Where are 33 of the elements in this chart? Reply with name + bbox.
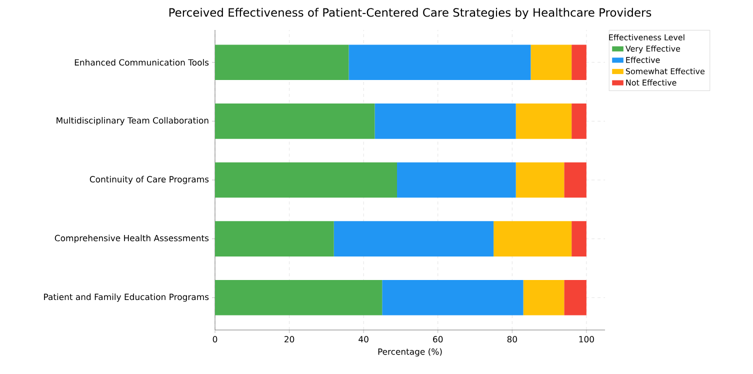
bar bbox=[397, 162, 516, 198]
y-tick-label: Continuity of Care Programs bbox=[90, 176, 209, 184]
bar bbox=[215, 162, 398, 198]
bar bbox=[215, 221, 334, 256]
x-tick-label: 40 bbox=[358, 336, 368, 342]
bar bbox=[523, 280, 564, 316]
x-tick-label: 0 bbox=[212, 336, 218, 342]
y-tick-label: Patient and Family Education Programs bbox=[44, 294, 209, 302]
x-axis-title: Percentage (%) bbox=[378, 348, 442, 356]
bar bbox=[564, 162, 586, 198]
bar bbox=[374, 104, 516, 139]
y-tick-label: Multidisciplinary Team Collaboration bbox=[56, 117, 208, 126]
bar bbox=[382, 280, 524, 316]
bar bbox=[494, 221, 572, 256]
bar bbox=[215, 280, 382, 316]
x-tick-label: 100 bbox=[579, 336, 594, 342]
bar bbox=[564, 280, 586, 316]
bar bbox=[516, 104, 572, 139]
x-tick-label: 80 bbox=[507, 336, 517, 342]
bar bbox=[334, 221, 494, 256]
bar bbox=[572, 104, 586, 139]
y-tick-label: Comprehensive Health Assessments bbox=[54, 234, 209, 243]
bar bbox=[572, 44, 586, 80]
bar bbox=[215, 104, 375, 139]
bar bbox=[516, 162, 564, 198]
x-tick-label: 20 bbox=[284, 336, 294, 342]
x-tick-label: 60 bbox=[433, 336, 443, 342]
chart-title: Perceived Effectiveness of Patient-Centered Care Strategies by Healthcare Providers bbox=[169, 8, 652, 19]
bar bbox=[572, 221, 586, 256]
bar bbox=[348, 44, 531, 80]
y-tick-label: Enhanced Communication Tools bbox=[74, 59, 209, 66]
bar bbox=[215, 44, 349, 80]
bar bbox=[530, 44, 572, 80]
